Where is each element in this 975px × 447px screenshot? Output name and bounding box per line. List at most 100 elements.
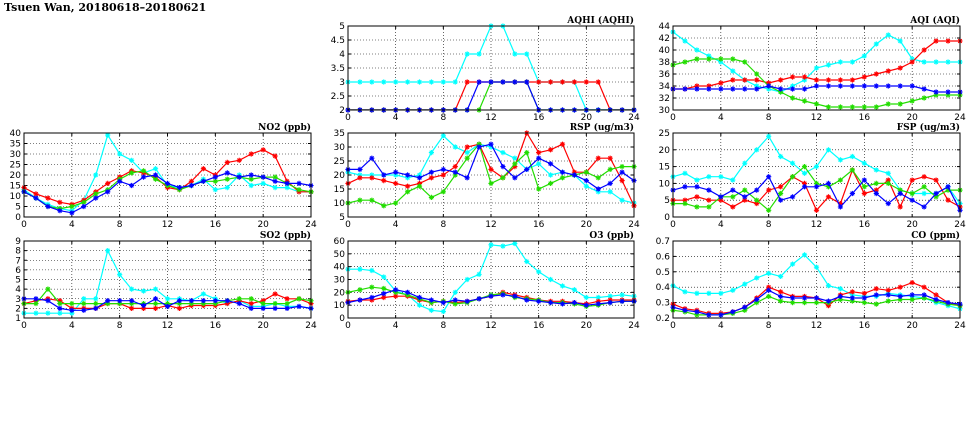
data-point bbox=[547, 300, 554, 306]
data-point bbox=[260, 180, 266, 186]
data-point bbox=[933, 292, 939, 298]
data-point bbox=[547, 172, 554, 178]
data-point bbox=[381, 291, 387, 297]
data-point bbox=[813, 65, 820, 71]
data-point bbox=[694, 309, 700, 315]
data-point bbox=[524, 258, 530, 265]
data-point bbox=[873, 190, 879, 197]
data-point bbox=[381, 294, 387, 301]
y-tick-label: 6 bbox=[15, 266, 21, 276]
x-tick-label: 16 bbox=[859, 113, 871, 123]
data-point bbox=[861, 300, 867, 306]
chart-title: CO (ppm) bbox=[911, 230, 960, 241]
data-point bbox=[849, 167, 855, 173]
data-point bbox=[873, 292, 879, 298]
data-point bbox=[861, 190, 867, 197]
x-tick-label: 20 bbox=[906, 321, 918, 331]
data-point bbox=[488, 166, 494, 172]
data-point bbox=[873, 180, 879, 186]
data-point bbox=[81, 203, 87, 210]
data-point bbox=[861, 184, 867, 190]
data-point bbox=[224, 170, 230, 176]
x-tick-label: 0 bbox=[21, 321, 27, 331]
data-point bbox=[933, 194, 939, 200]
y-tick-label: 8 bbox=[15, 247, 21, 257]
data-point bbox=[272, 305, 278, 311]
data-point bbox=[404, 172, 411, 178]
data-point bbox=[164, 296, 171, 302]
data-point bbox=[730, 194, 736, 200]
x-tick-label: 8 bbox=[117, 220, 123, 230]
y-tick-label: 7 bbox=[15, 256, 21, 266]
plot-frame bbox=[672, 25, 961, 111]
data-point bbox=[801, 98, 808, 104]
chart-o3: 0 4 8 12 16 20 24 0 10 20 30 40 50 60 O3 (ppb) bbox=[334, 230, 640, 331]
data-point bbox=[706, 204, 712, 210]
data-point bbox=[778, 89, 784, 95]
data-point bbox=[416, 172, 423, 178]
data-point bbox=[559, 79, 566, 85]
data-point bbox=[778, 289, 784, 295]
data-point bbox=[706, 197, 712, 203]
data-point bbox=[416, 79, 423, 85]
data-point bbox=[873, 71, 879, 77]
data-point bbox=[813, 101, 820, 107]
y-tick-label: 25 bbox=[10, 161, 21, 171]
data-point bbox=[200, 298, 206, 304]
data-point bbox=[357, 175, 363, 181]
data-point bbox=[885, 180, 891, 186]
data-point bbox=[152, 300, 159, 307]
data-point bbox=[512, 164, 518, 170]
y-tick-label: 0.3 bbox=[656, 299, 670, 309]
data-point bbox=[801, 180, 808, 186]
data-point bbox=[778, 197, 784, 203]
data-point bbox=[897, 101, 903, 107]
data-point bbox=[766, 133, 772, 139]
data-point bbox=[742, 59, 748, 65]
x-tick-label: 12 bbox=[811, 220, 822, 230]
data-point bbox=[464, 150, 470, 156]
data-point bbox=[897, 284, 903, 290]
data-point bbox=[105, 180, 111, 186]
data-point bbox=[381, 203, 387, 209]
data-point bbox=[897, 296, 903, 303]
data-point bbox=[718, 59, 724, 65]
data-point bbox=[284, 300, 290, 307]
data-point bbox=[524, 150, 530, 156]
data-point bbox=[369, 197, 375, 203]
data-point bbox=[885, 83, 891, 89]
data-point bbox=[33, 310, 39, 316]
data-point bbox=[381, 172, 387, 178]
data-point bbox=[57, 199, 63, 205]
chart-title: O3 (ppb) bbox=[589, 230, 634, 241]
data-point bbox=[393, 287, 399, 293]
data-point bbox=[933, 38, 939, 44]
y-tick-label: 30 bbox=[334, 276, 346, 286]
data-point bbox=[404, 79, 411, 85]
data-point bbox=[682, 59, 688, 65]
data-point bbox=[369, 294, 375, 301]
data-point bbox=[682, 307, 688, 313]
plot-frame bbox=[347, 240, 635, 319]
data-point bbox=[536, 298, 542, 304]
y-tick-label: 5 bbox=[664, 196, 670, 206]
data-point bbox=[694, 194, 700, 200]
data-point bbox=[236, 300, 242, 307]
data-point bbox=[909, 296, 915, 303]
plot-frame bbox=[23, 240, 312, 319]
data-point bbox=[921, 284, 927, 290]
y-tick-label: 0 bbox=[664, 213, 670, 223]
data-point bbox=[164, 303, 171, 310]
data-point bbox=[224, 159, 230, 165]
data-point bbox=[93, 191, 99, 197]
data-point bbox=[393, 293, 399, 299]
data-point bbox=[945, 197, 951, 203]
data-point bbox=[212, 178, 218, 184]
data-point bbox=[129, 298, 135, 304]
data-point bbox=[248, 176, 254, 182]
data-point bbox=[547, 79, 554, 85]
x-tick-label: 24 bbox=[628, 113, 640, 123]
data-point bbox=[559, 301, 566, 307]
y-tick-label: 10 bbox=[334, 301, 346, 311]
data-point bbox=[861, 177, 867, 183]
